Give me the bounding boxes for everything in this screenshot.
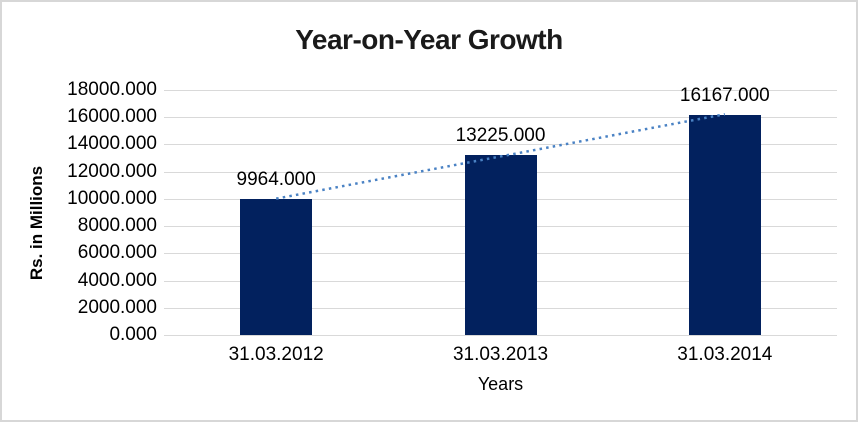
gridline — [164, 90, 837, 91]
y-tick-label: 0.000 — [109, 324, 157, 345]
y-tick-label: 8000.000 — [77, 215, 157, 237]
bar — [240, 199, 313, 335]
bar — [688, 114, 761, 335]
x-tick-label: 31.03.2013 — [452, 344, 549, 365]
y-tick-label: 18000.000 — [67, 79, 157, 100]
x-tick-label: 31.03.2012 — [228, 344, 324, 365]
bar — [464, 154, 537, 335]
y-tick-label: 16000.000 — [67, 106, 157, 128]
x-axis-title: Years — [477, 374, 524, 394]
y-tick-label: 12000.000 — [67, 160, 157, 182]
y-tick-label: 4000.000 — [77, 269, 157, 291]
data-label: 9964.000 — [236, 169, 316, 191]
y-tick-label: 6000.000 — [77, 242, 157, 264]
y-tick-label: 14000.000 — [67, 133, 157, 155]
y-tick-label: 2000.000 — [77, 296, 157, 318]
y-tick-label: 10000.000 — [67, 187, 157, 209]
gridline — [164, 335, 837, 336]
chart-title: Year-on-Year Growth — [295, 24, 563, 55]
data-label: 13225.000 — [455, 124, 546, 146]
data-label: 16167.000 — [679, 84, 770, 106]
x-tick-label: 31.03.2014 — [677, 344, 773, 365]
